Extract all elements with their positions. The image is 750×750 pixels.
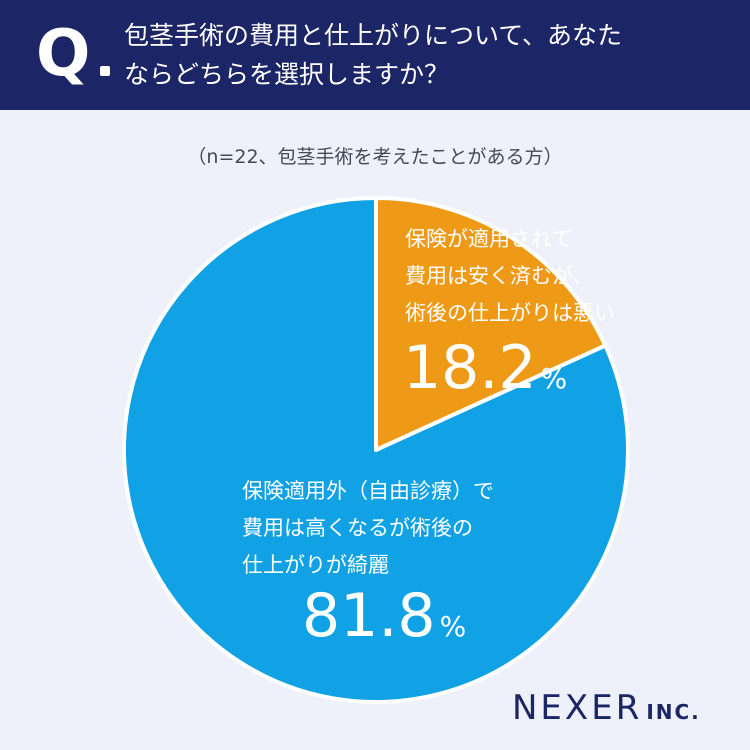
logo-sub: INC.: [646, 700, 701, 724]
question-header: Q 包茎手術の費用と仕上がりについて、あなた ならどちらを選択しますか？: [0, 0, 750, 110]
slice-self-pay-label: 保険適用外（自由診療）で費用は高くなるが術後の仕上がりが綺麗: [242, 479, 494, 577]
question-text: 包茎手術の費用と仕上がりについて、あなた ならどちらを選択しますか？: [124, 21, 623, 89]
slice-insured: [374, 196, 608, 452]
q-mark-dot: [100, 66, 110, 76]
q-mark: Q: [36, 17, 91, 91]
company-logo: NEXER INC.: [512, 688, 701, 728]
slice-insured-label: 保険が適用されて費用は安く済むが、術後の仕上がりは悪い: [405, 227, 615, 325]
logo-main: NEXER: [512, 688, 643, 728]
sample-note: （n=22、包茎手術を考えたことがある方）: [187, 146, 563, 168]
slice-self-pay-value: 81.8%: [302, 581, 466, 651]
slice-self-pay: [122, 196, 630, 704]
slice-insured-value: 18.2%: [403, 333, 567, 403]
